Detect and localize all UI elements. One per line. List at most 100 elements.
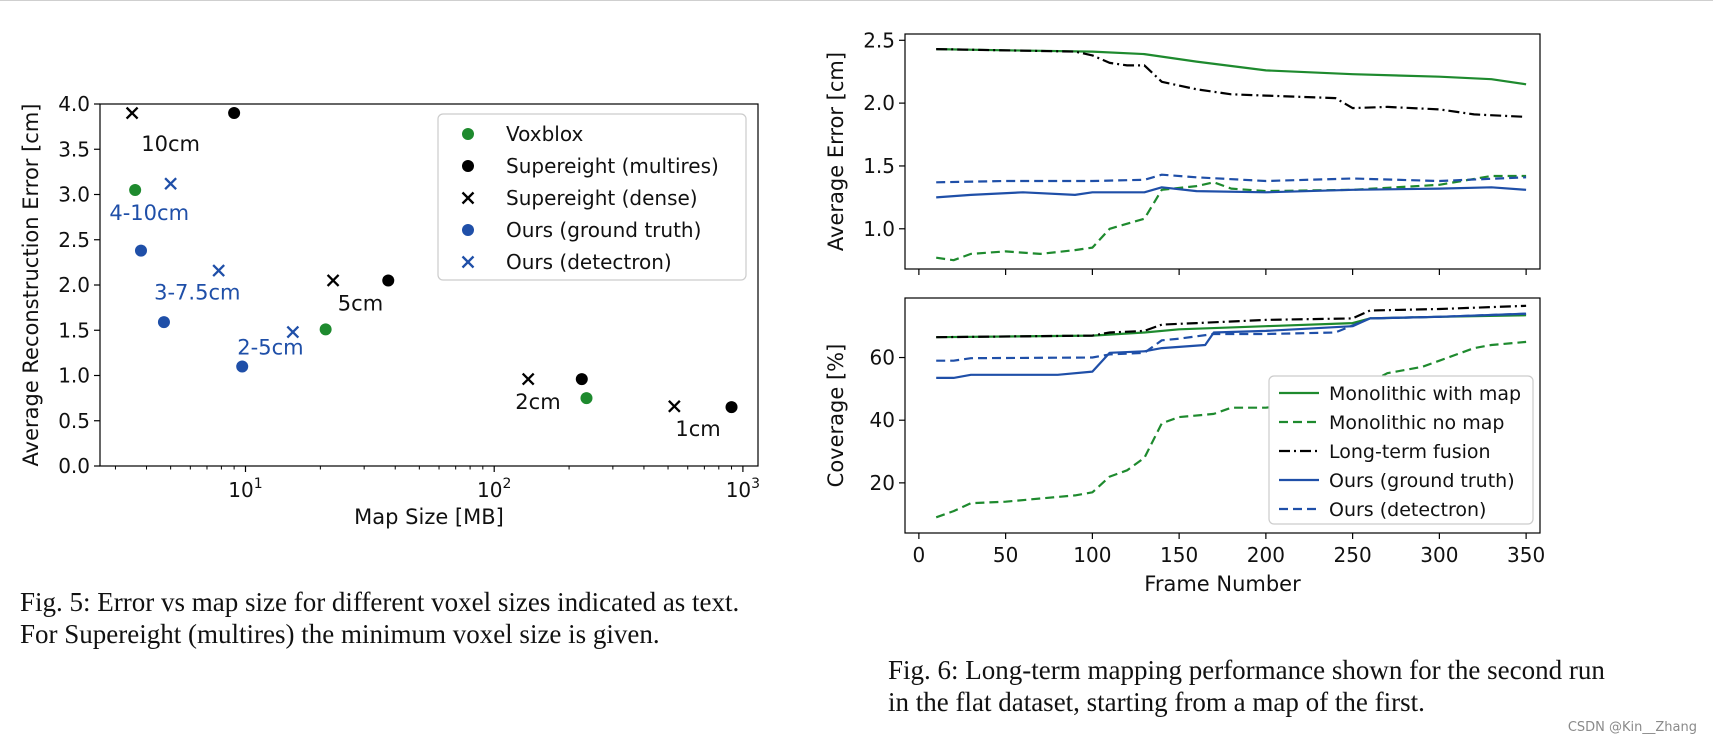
fig5-point-supereight-dense	[326, 274, 340, 287]
fig5-point-ours-detectron	[164, 177, 177, 190]
fig5-xtick-label: 103	[726, 476, 760, 502]
fig6-error-series-monolithic-no-map	[936, 174, 1527, 262]
fig6-coverage-ytick-label: 60	[870, 346, 895, 370]
fig6-caption: Fig. 6: Long-term mapping performance sh…	[888, 655, 1605, 717]
fig6-coverage-xlabel: Frame Number	[1144, 572, 1301, 596]
fig6-legend-label: Ours (ground truth)	[1329, 470, 1515, 492]
fig5-point-supereight-dense-stroke	[521, 372, 535, 386]
fig5-legend-marker-supereight-dense-stroke	[461, 191, 475, 205]
fig5-annotation-label: 3-7.5cm	[154, 280, 240, 304]
fig6-error-series-monolithic-with-map	[936, 48, 1527, 86]
fig6-legend-label: Long-term fusion	[1329, 441, 1491, 463]
fig6-error-axes-frame	[904, 33, 1541, 270]
fig5-ytick-label: 1.5	[58, 318, 90, 342]
fig5-point-supereight-multires	[382, 274, 395, 287]
fig5-legend-marker-ours-detectron	[461, 255, 475, 269]
fig5-xlabel: Map Size [MB]	[354, 505, 504, 529]
fig5-ytick-label: 0.5	[58, 409, 90, 433]
fig5-point-ours-ground-truth	[236, 360, 249, 373]
fig5-ytick-label: 0.0	[58, 454, 90, 478]
fig6-coverage-ytick-label: 20	[870, 471, 895, 495]
fig5-legend-marker-supereight-multires	[462, 160, 474, 172]
fig5-legend-marker-voxblox	[462, 128, 474, 140]
fig5-ytick-label: 1.0	[58, 364, 90, 388]
fig6-coverage-xtick-label: 150	[1160, 543, 1198, 567]
fig5-point-supereight-dense-stroke	[326, 274, 340, 287]
fig5-point-ours-detectron-stroke	[212, 264, 225, 277]
top-border-line	[0, 0, 1713, 1]
fig5-point-ours-detectron-stroke	[164, 177, 177, 190]
fig6-error-series-long-term-fusion	[936, 48, 1527, 118]
fig5-point-supereight-dense	[521, 372, 535, 386]
fig6-error-series-ours-ground-truth	[936, 186, 1527, 199]
fig6-legend-label: Ours (detectron)	[1329, 499, 1486, 521]
fig6-coverage-series-ours-detectron	[936, 312, 1527, 362]
fig6-coverage-xtick-label: 100	[1073, 543, 1111, 567]
fig5-legend-marker-ours-ground-truth	[462, 224, 474, 236]
fig5-xtick-label: 102	[477, 476, 511, 502]
fig5-xtick-label: 101	[228, 476, 262, 502]
fig6-coverage-ytick-label: 40	[870, 408, 895, 432]
fig6-coverage-series-monolithic-no-map	[935, 340, 1527, 519]
fig6-error-series-ours-detectron	[936, 173, 1527, 184]
fig5-legend-label: Supereight (dense)	[506, 186, 698, 210]
fig5-point-ours-detectron	[286, 325, 300, 339]
fig6-coverage-xtick-label: 300	[1420, 543, 1458, 567]
fig5-point-supereight-dense-stroke	[668, 399, 681, 413]
fig5-point-ours-ground-truth	[134, 244, 147, 257]
fig5-legend-label: Voxblox	[506, 122, 583, 146]
fig6-error-ytick-label: 2.0	[863, 91, 895, 115]
fig5-point-ours-detectron	[212, 264, 225, 277]
fig5-ytick-label: 2.0	[58, 273, 90, 297]
fig5-legend: Voxblox Supereight (multires) Supereight (…	[437, 113, 747, 281]
fig5-annotation-label: 5cm	[338, 291, 383, 315]
fig6-error-ylabel: Average Error [cm]	[824, 52, 848, 251]
fig5-legend-label: Ours (detectron)	[506, 250, 672, 274]
fig5-ytick-label: 3.5	[58, 137, 90, 161]
fig5-point-supereight-dense	[668, 399, 681, 413]
fig5-annotation-label: 1cm	[675, 417, 720, 441]
fig5-point-supereight-dense-stroke	[125, 106, 139, 120]
fig6-coverage-series-long-term-fusion	[936, 304, 1527, 339]
fig5-ytick-label: 2.5	[58, 228, 90, 252]
fig6-legend: Monolithic with map Monolithic no map Long…	[1268, 375, 1534, 525]
fig5-ytick-label: 3.0	[58, 183, 90, 207]
fig5-legend-label: Ours (ground truth)	[506, 218, 701, 242]
fig6-coverage-xtick-label: 350	[1507, 543, 1545, 567]
fig5-point-ours-detectron-stroke	[286, 325, 300, 339]
fig5-legend-box	[437, 113, 747, 281]
fig5-point-supereight-multires	[228, 107, 241, 120]
watermark-text: CSDN @Kin__Zhang	[1567, 720, 1697, 735]
fig6-coverage-xtick-label: 0	[913, 543, 926, 567]
fig5-annotation-label: 4-10cm	[109, 201, 189, 225]
fig6-legend-box	[1268, 375, 1534, 525]
fig5-point-supereight-multires	[725, 401, 738, 414]
fig5-legend-label: Supereight (multires)	[506, 154, 719, 178]
fig5-annotation-label: 2cm	[515, 390, 560, 414]
fig6-error-ytick-label: 1.5	[863, 154, 895, 178]
fig6-error-ytick-label: 1.0	[863, 217, 895, 241]
fig6-coverage-axes-frame	[904, 297, 1541, 534]
fig5-legend-marker-supereight-dense	[461, 191, 475, 205]
fig5-point-supereight-dense	[125, 106, 139, 120]
fig6-legend-label: Monolithic no map	[1329, 412, 1504, 434]
fig6-error-ytick-label: 2.5	[863, 28, 895, 52]
fig5-point-voxblox	[129, 183, 142, 196]
fig5-point-supereight-multires	[575, 373, 588, 386]
fig6-coverage-xtick-label: 50	[993, 543, 1018, 567]
fig5-annotation-label: 2-5cm	[237, 336, 303, 360]
fig6-coverage-xtick-label: 200	[1247, 543, 1285, 567]
fig6-legend-label: Monolithic with map	[1329, 383, 1521, 405]
fig5-point-ours-ground-truth	[157, 316, 170, 329]
fig5-ytick-label: 4.0	[58, 92, 90, 116]
fig5-annotation-label: 10cm	[141, 132, 200, 156]
fig5-legend-marker-ours-detectron-stroke	[461, 255, 475, 269]
fig5-caption: Fig. 5: Error vs map size for different …	[20, 587, 740, 649]
fig5-ylabel: Average Reconstruction Error [cm]	[19, 104, 43, 467]
fig6-coverage-series-ours-ground-truth	[936, 312, 1527, 379]
fig6-coverage-xtick-label: 250	[1334, 543, 1372, 567]
fig6-coverage-ylabel: Coverage [%]	[824, 344, 848, 488]
fig5-point-voxblox	[580, 392, 593, 405]
fig5-point-voxblox	[319, 323, 332, 336]
